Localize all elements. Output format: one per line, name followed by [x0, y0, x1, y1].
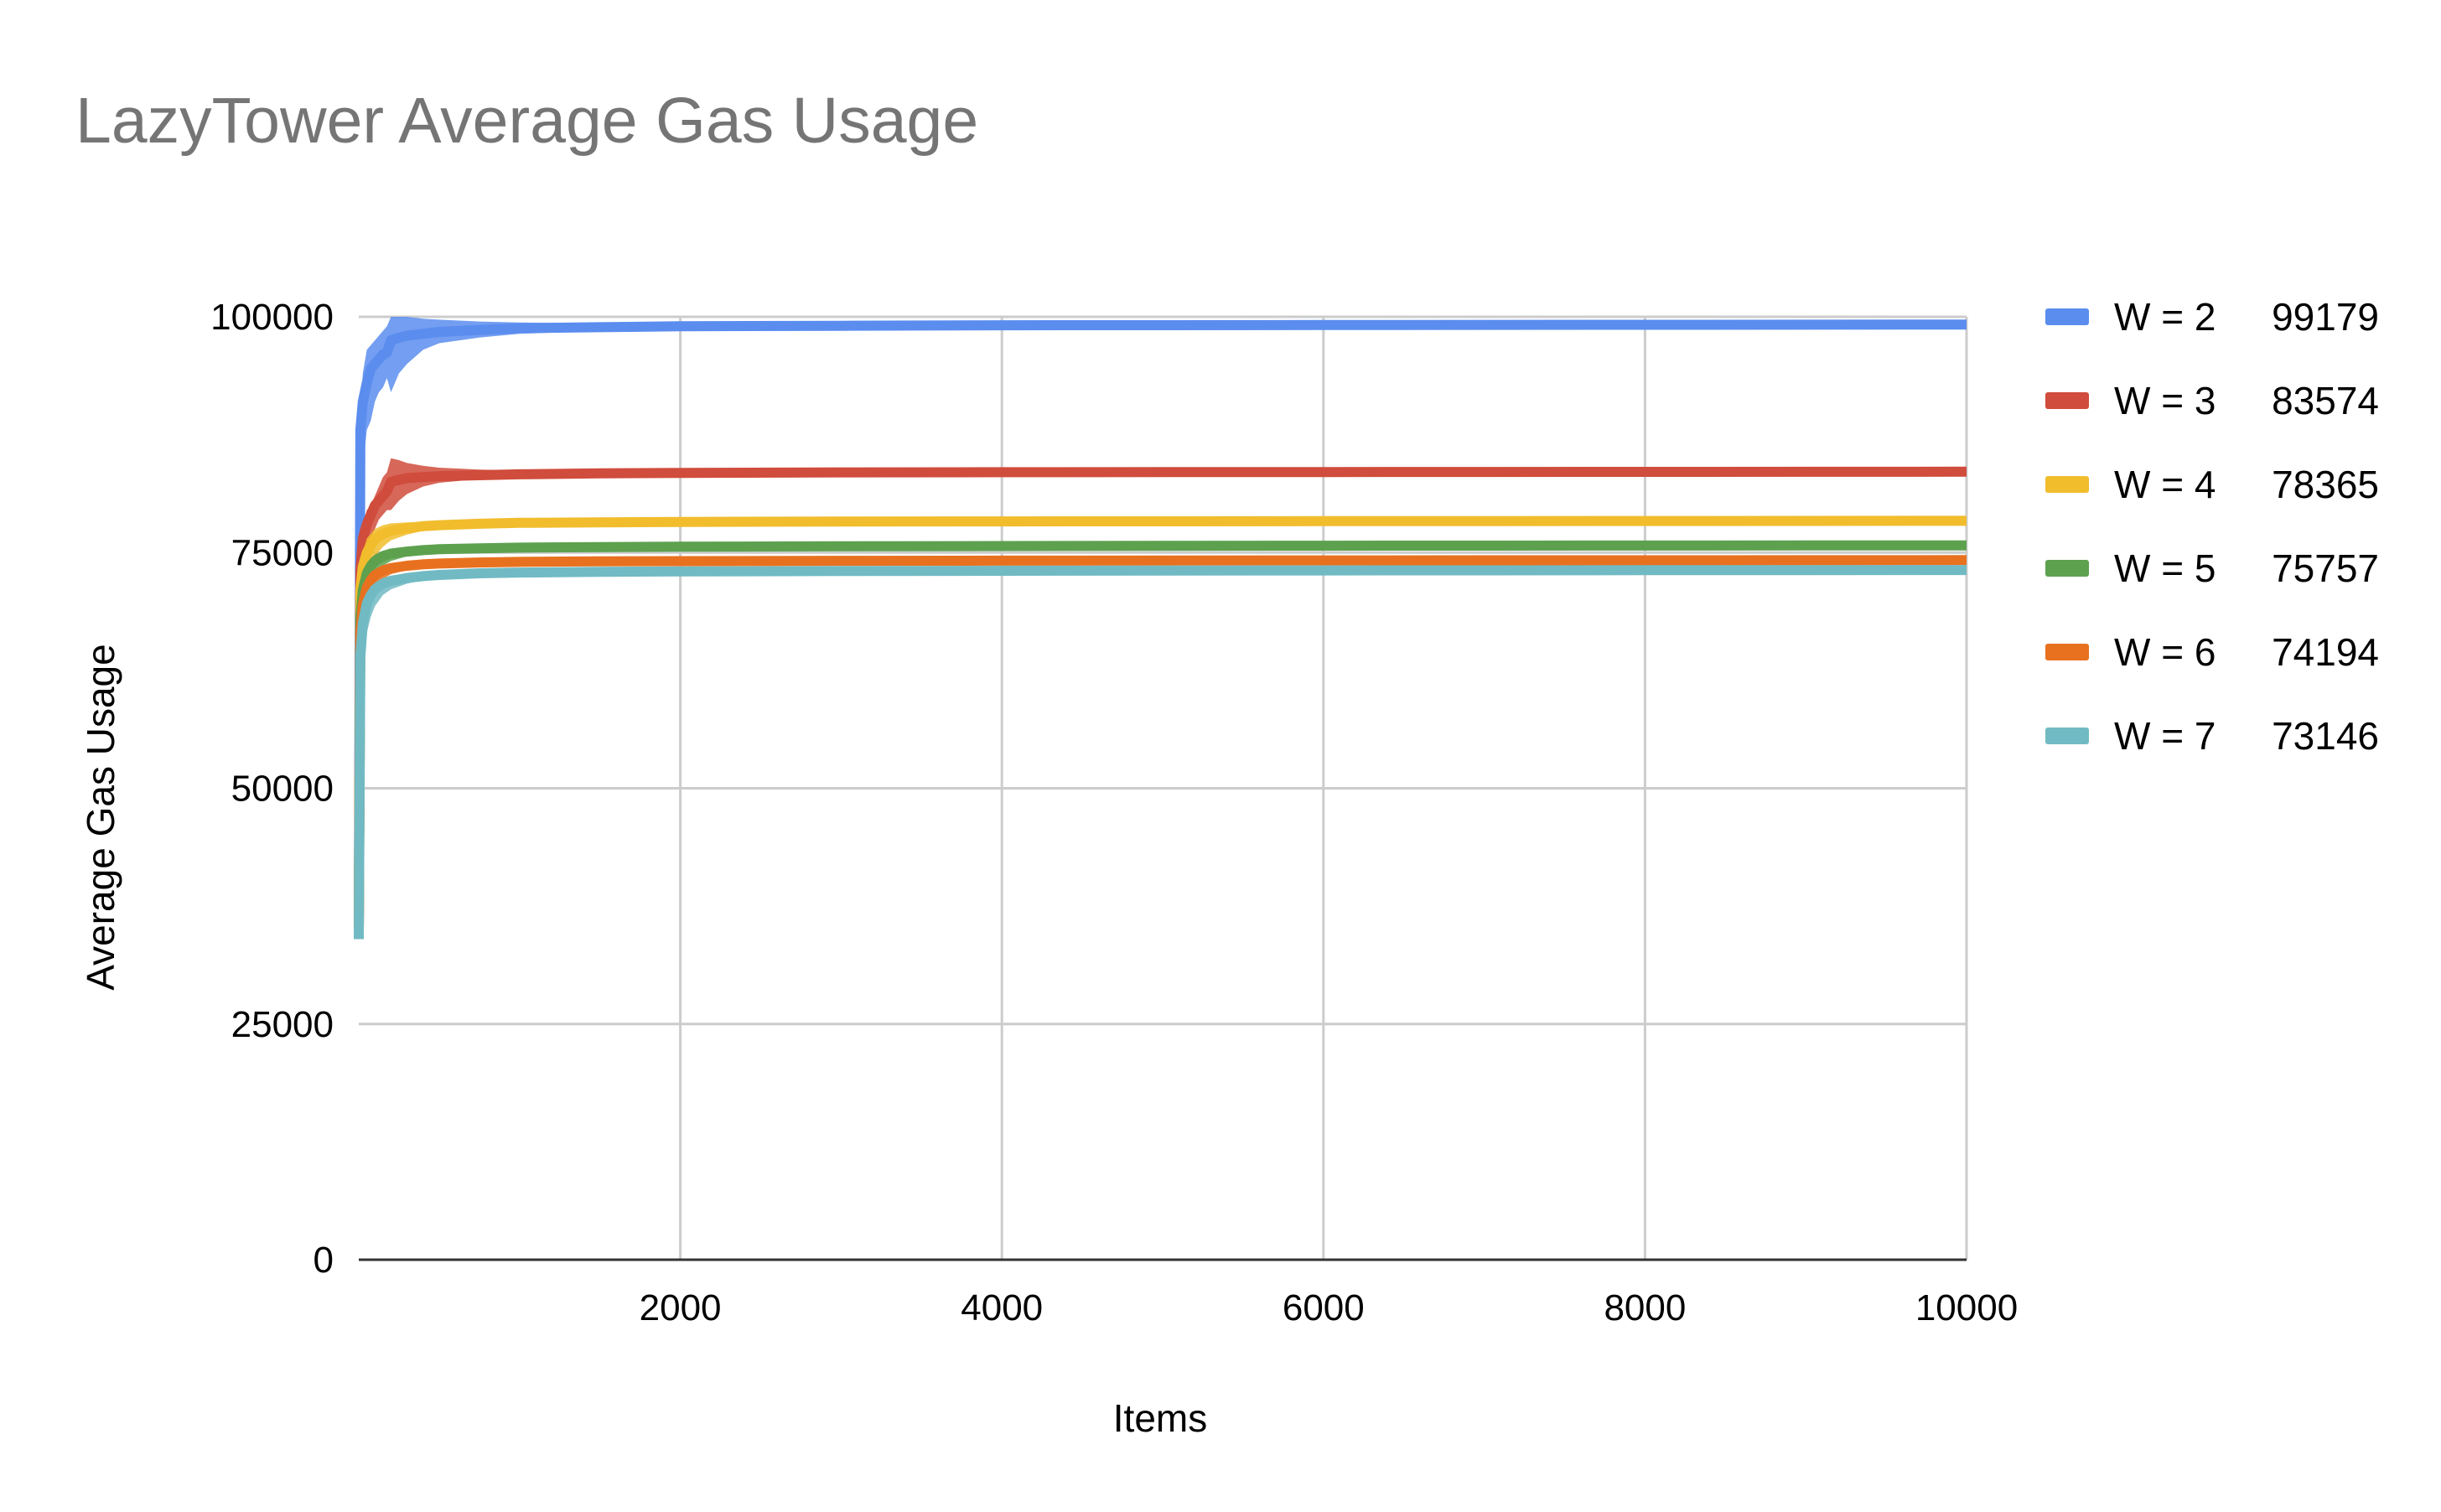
- series-2: [354, 458, 1967, 940]
- series-1: [354, 317, 1967, 940]
- y-tick-label: 50000: [231, 769, 334, 810]
- legend-item: W = 5 75757: [2045, 546, 2379, 590]
- legend-label: W = 3: [2114, 379, 2216, 422]
- legend-label: W = 4: [2114, 463, 2216, 506]
- legend-swatch: [2045, 392, 2089, 409]
- series-line: [354, 515, 1967, 930]
- legend-swatch: [2045, 476, 2089, 493]
- y-tick-label: 0: [314, 1240, 334, 1281]
- legend-value: 75757: [2272, 546, 2379, 590]
- x-tick-label: 10000: [1915, 1287, 2018, 1328]
- legend-swatch: [2045, 560, 2089, 577]
- legend-item: W = 7 73146: [2045, 714, 2379, 758]
- legend-label: W = 5: [2114, 546, 2216, 590]
- legend-item: W = 2 99179: [2045, 295, 2379, 339]
- legend-label: W = 2: [2114, 295, 2216, 339]
- axes: 0 25000 50000 75000 100000 2000 4000 6000 8000 10…: [210, 297, 2018, 1328]
- chart-title: LazyTower Average Gas Usage: [75, 85, 978, 157]
- x-axis-title: Items: [1113, 1396, 1207, 1440]
- series-line: [354, 319, 1967, 930]
- series-line: [354, 540, 1967, 930]
- legend-value: 83574: [2272, 379, 2379, 422]
- y-tick-label: 25000: [231, 1004, 334, 1045]
- legend-item: W = 4 78365: [2045, 463, 2379, 506]
- legend-value: 73146: [2272, 714, 2379, 758]
- legend-value: 78365: [2272, 463, 2379, 506]
- legend-swatch: [2045, 644, 2089, 660]
- y-tick-label: 75000: [231, 532, 334, 573]
- series-band: [359, 570, 1967, 945]
- legend-swatch: [2045, 728, 2089, 744]
- x-tick-label: 8000: [1604, 1287, 1686, 1328]
- series-layer: [354, 317, 1967, 945]
- series-band: [359, 520, 1967, 940]
- legend: W = 2 99179 W = 3 83574 W = 4 78365 W = 5 75757…: [2045, 295, 2379, 758]
- series-4: [354, 540, 1967, 940]
- legend-value: 74194: [2272, 630, 2379, 674]
- legend-swatch: [2045, 308, 2089, 325]
- series-line: [354, 555, 1967, 930]
- series-5: [354, 555, 1967, 940]
- legend-label: W = 7: [2114, 714, 2216, 758]
- legend-value: 99179: [2272, 295, 2379, 339]
- series-band: [359, 545, 1967, 940]
- series-6: [354, 565, 1967, 945]
- series-line: [354, 466, 1967, 930]
- x-tick-label: 2000: [640, 1287, 722, 1328]
- series-3: [354, 515, 1967, 940]
- gridlines: [359, 315, 1968, 1260]
- legend-item: W = 3 83574: [2045, 379, 2379, 422]
- legend-label: W = 6: [2114, 630, 2216, 674]
- legend-item: W = 6 74194: [2045, 630, 2379, 674]
- x-tick-label: 6000: [1283, 1287, 1365, 1328]
- series-line: [354, 565, 1967, 940]
- series-band: [359, 458, 1967, 940]
- x-tick-label: 4000: [961, 1287, 1043, 1328]
- y-axis-title: Average Gas Usage: [79, 644, 122, 990]
- y-tick-label: 100000: [210, 297, 334, 338]
- series-band: [359, 560, 1967, 940]
- series-band: [359, 317, 1967, 940]
